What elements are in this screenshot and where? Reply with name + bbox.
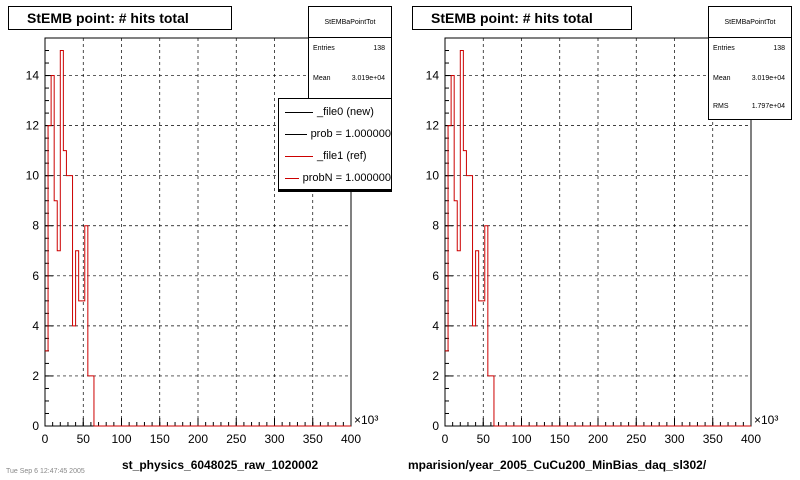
x-tick-label: 350: [303, 432, 323, 446]
legend-label: prob = 1.000000: [310, 128, 391, 140]
right-histogram: 0 50 100 150 200 250 300 350 400 0 2 4 6 8 10 12 14 ×10³: [426, 37, 778, 446]
x-tick-label: 200: [188, 432, 208, 446]
x-tick-label: 0: [442, 432, 449, 446]
y-tick-label: 14: [426, 69, 440, 83]
stats-label: Mean: [313, 75, 331, 82]
stats-label: Entries: [713, 45, 735, 52]
x-tick-label: 100: [111, 432, 131, 446]
legend-label: _file0 (new): [317, 106, 374, 118]
legend-label: _file1 (ref): [317, 150, 367, 162]
right-stats-mean: Mean 3.019e+04: [713, 75, 785, 82]
x-multiplier-label: ×10³: [354, 413, 378, 427]
y-tick-label: 0: [32, 419, 39, 433]
x-tick-label: 300: [664, 432, 684, 446]
x-tick-label: 400: [741, 432, 761, 446]
x-tick-label: 100: [511, 432, 531, 446]
legend-line-swatch: [285, 155, 313, 157]
x-tick-label: 350: [703, 432, 723, 446]
x-multiplier-label: ×10³: [754, 413, 778, 427]
left-plot-title-text: StEMB point: # hits total: [27, 10, 189, 26]
timestamp-footer: Tue Sep 6 12:47:45 2005: [6, 468, 85, 475]
histogram-series-line: [45, 50, 351, 427]
y-tick-label: 2: [432, 369, 439, 383]
y-tick-label: 8: [432, 219, 439, 233]
stats-value: 138: [773, 45, 785, 52]
left-histogram: 0 50 100 150 200 250 300 350 400 0 2 4 6 8 10 12 14 ×10³: [26, 37, 378, 446]
x-tick-label: 200: [588, 432, 608, 446]
legend-entry: probN = 1.000000: [279, 167, 391, 189]
right-stats-entries: Entries 138: [713, 45, 785, 52]
y-tick-label: 12: [26, 119, 40, 133]
left-stats-box: StEMBaPointTot Entries 138 Mean 3.019e+0…: [308, 6, 392, 100]
left-file-label: st_physics_6048025_raw_1020002: [122, 458, 319, 472]
stats-label: Entries: [313, 45, 335, 52]
legend-line-swatch: [285, 177, 299, 179]
left-stats-entries: Entries 138: [313, 45, 385, 52]
y-tick-label: 2: [32, 369, 39, 383]
right-stats-name: StEMBaPointTot: [709, 7, 791, 38]
left-stats-name: StEMBaPointTot: [309, 7, 391, 38]
y-tick-label: 6: [432, 269, 439, 283]
right-file-label: mparision/year_2005_CuCu200_MinBias_daq_…: [408, 458, 707, 472]
x-tick-label: 250: [226, 432, 246, 446]
left-plot-title: StEMB point: # hits total: [8, 6, 232, 30]
x-tick-label: 300: [264, 432, 284, 446]
x-tick-label: 50: [477, 432, 491, 446]
right-plot-title-text: StEMB point: # hits total: [431, 10, 593, 26]
y-tick-label: 10: [26, 169, 40, 183]
legend-line-swatch: [285, 111, 313, 113]
x-tick-label: 400: [341, 432, 361, 446]
left-legend: _file0 (new) prob = 1.000000 _file1 (ref…: [278, 98, 392, 192]
legend-entry: _file1 (ref): [279, 145, 391, 167]
x-tick-label: 50: [77, 432, 91, 446]
y-tick-label: 4: [432, 319, 439, 333]
right-stats-rms: RMS 1.797e+04: [713, 103, 785, 110]
legend-label: probN = 1.000000: [302, 172, 391, 184]
stats-label: Mean: [713, 75, 731, 82]
histogram-series-line: [445, 50, 751, 427]
x-tick-label: 0: [42, 432, 49, 446]
x-tick-label: 150: [550, 432, 570, 446]
legend-entry: prob = 1.000000: [279, 123, 391, 145]
y-tick-label: 6: [32, 269, 39, 283]
right-plot-title: StEMB point: # hits total: [412, 6, 632, 30]
stats-value: 3.019e+04: [751, 75, 785, 82]
stats-value: 1.797e+04: [751, 103, 785, 110]
stats-value: 3.019e+04: [351, 75, 385, 82]
x-tick-label: 150: [150, 432, 170, 446]
y-tick-label: 0: [432, 419, 439, 433]
y-tick-label: 4: [32, 319, 39, 333]
stats-label: RMS: [713, 103, 729, 110]
x-tick-label: 250: [626, 432, 646, 446]
legend-line-swatch: [285, 133, 307, 135]
y-tick-label: 10: [426, 169, 440, 183]
legend-entry: _file0 (new): [279, 101, 391, 123]
left-stats-mean: Mean 3.019e+04: [313, 75, 385, 82]
y-tick-label: 14: [26, 69, 40, 83]
right-stats-box: StEMBaPointTot Entries 138 Mean 3.019e+0…: [708, 6, 792, 120]
y-tick-label: 12: [426, 119, 440, 133]
stats-value: 138: [373, 45, 385, 52]
y-tick-label: 8: [32, 219, 39, 233]
